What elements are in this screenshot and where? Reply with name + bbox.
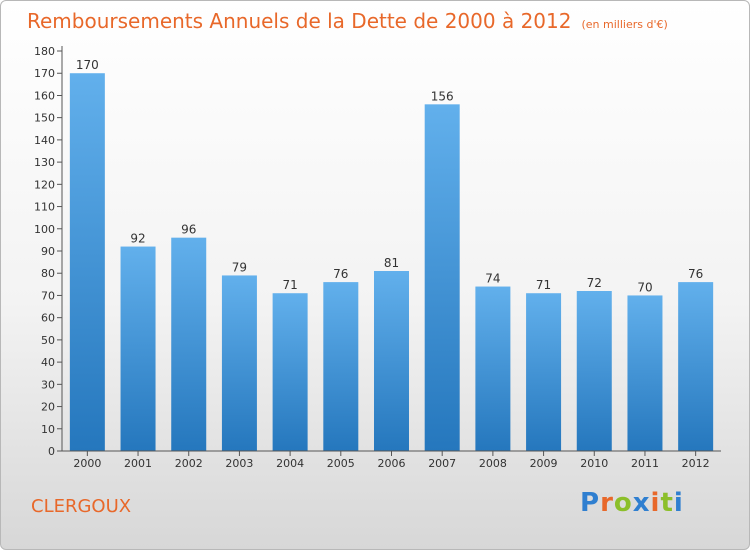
x-tick-label-2004: 2004 — [276, 457, 304, 470]
y-tick-label: 50 — [41, 334, 55, 347]
y-tick-label: 40 — [41, 356, 55, 369]
bar-2002 — [171, 237, 207, 451]
value-label-2000: 170 — [76, 58, 99, 72]
x-tick-label-2012: 2012 — [682, 457, 710, 470]
value-label-2008: 74 — [485, 272, 500, 286]
value-label-2007: 156 — [431, 89, 454, 103]
bar-2011 — [627, 295, 663, 451]
bar-2004 — [272, 293, 308, 451]
x-tick-label-2008: 2008 — [479, 457, 507, 470]
logo-letter: x — [632, 488, 651, 518]
value-label-2012: 76 — [688, 267, 703, 281]
value-label-2002: 96 — [181, 223, 196, 237]
y-tick-label: 90 — [41, 245, 55, 258]
x-tick-label-2009: 2009 — [530, 457, 558, 470]
bar-2008 — [475, 286, 511, 451]
y-tick-label: 170 — [34, 67, 55, 80]
logo-letter: P — [580, 488, 601, 518]
y-tick-label: 20 — [41, 401, 55, 414]
x-tick-label-2007: 2007 — [428, 457, 456, 470]
y-tick-label: 110 — [34, 201, 55, 214]
value-label-2005: 76 — [333, 267, 348, 281]
y-tick-label: 30 — [41, 378, 55, 391]
value-label-2010: 72 — [587, 276, 602, 290]
value-label-2001: 92 — [130, 232, 145, 246]
title-text: Remboursements Annuels de la Dette de 20… — [27, 9, 572, 33]
logo-letter: t — [660, 488, 674, 518]
x-tick-label-2000: 2000 — [73, 457, 101, 470]
bar-2010 — [576, 291, 612, 451]
y-tick-label: 130 — [34, 156, 55, 169]
proxiti-logo[interactable]: Proxiti — [580, 488, 684, 518]
y-tick-label: 150 — [34, 112, 55, 125]
y-tick-label: 160 — [34, 89, 55, 102]
place-name: CLERGOUX — [31, 496, 132, 517]
x-tick-label-2003: 2003 — [225, 457, 253, 470]
value-label-2006: 81 — [384, 256, 399, 270]
x-tick-label-2001: 2001 — [124, 457, 152, 470]
y-tick-label: 80 — [41, 267, 55, 280]
y-tick-label: 0 — [48, 445, 55, 458]
chart-title: Remboursements Annuels de la Dette de 20… — [27, 9, 668, 33]
bar-2001 — [120, 246, 156, 451]
y-tick-label: 120 — [34, 178, 55, 191]
chart-subtitle: (en milliers d'€) — [581, 18, 668, 31]
y-tick-label: 70 — [41, 289, 55, 302]
bar-2006 — [374, 271, 409, 451]
y-tick-label: 180 — [34, 45, 55, 58]
x-tick-label-2010: 2010 — [580, 457, 608, 470]
logo-letter: i — [673, 488, 684, 518]
y-tick-label: 100 — [34, 223, 55, 236]
x-tick-label-2002: 2002 — [175, 457, 203, 470]
y-tick-label: 140 — [34, 134, 55, 147]
value-label-2004: 71 — [282, 278, 297, 292]
value-label-2009: 71 — [536, 278, 551, 292]
bar-2007 — [424, 104, 460, 451]
value-label-2011: 70 — [637, 280, 652, 294]
bar-2009 — [526, 293, 562, 451]
bar-2003 — [221, 275, 257, 451]
bar-2012 — [678, 282, 714, 451]
x-tick-label-2006: 2006 — [378, 457, 406, 470]
logo-letter: r — [600, 488, 614, 518]
y-tick-label: 60 — [41, 312, 55, 325]
x-tick-label-2011: 2011 — [631, 457, 659, 470]
y-tick-label: 10 — [41, 423, 55, 436]
logo-letter: i — [650, 488, 661, 518]
bar-2000 — [69, 73, 105, 451]
bar-2005 — [323, 282, 359, 451]
value-label-2003: 79 — [232, 260, 247, 274]
logo-letter: o — [613, 488, 633, 518]
x-tick-label-2005: 2005 — [327, 457, 355, 470]
